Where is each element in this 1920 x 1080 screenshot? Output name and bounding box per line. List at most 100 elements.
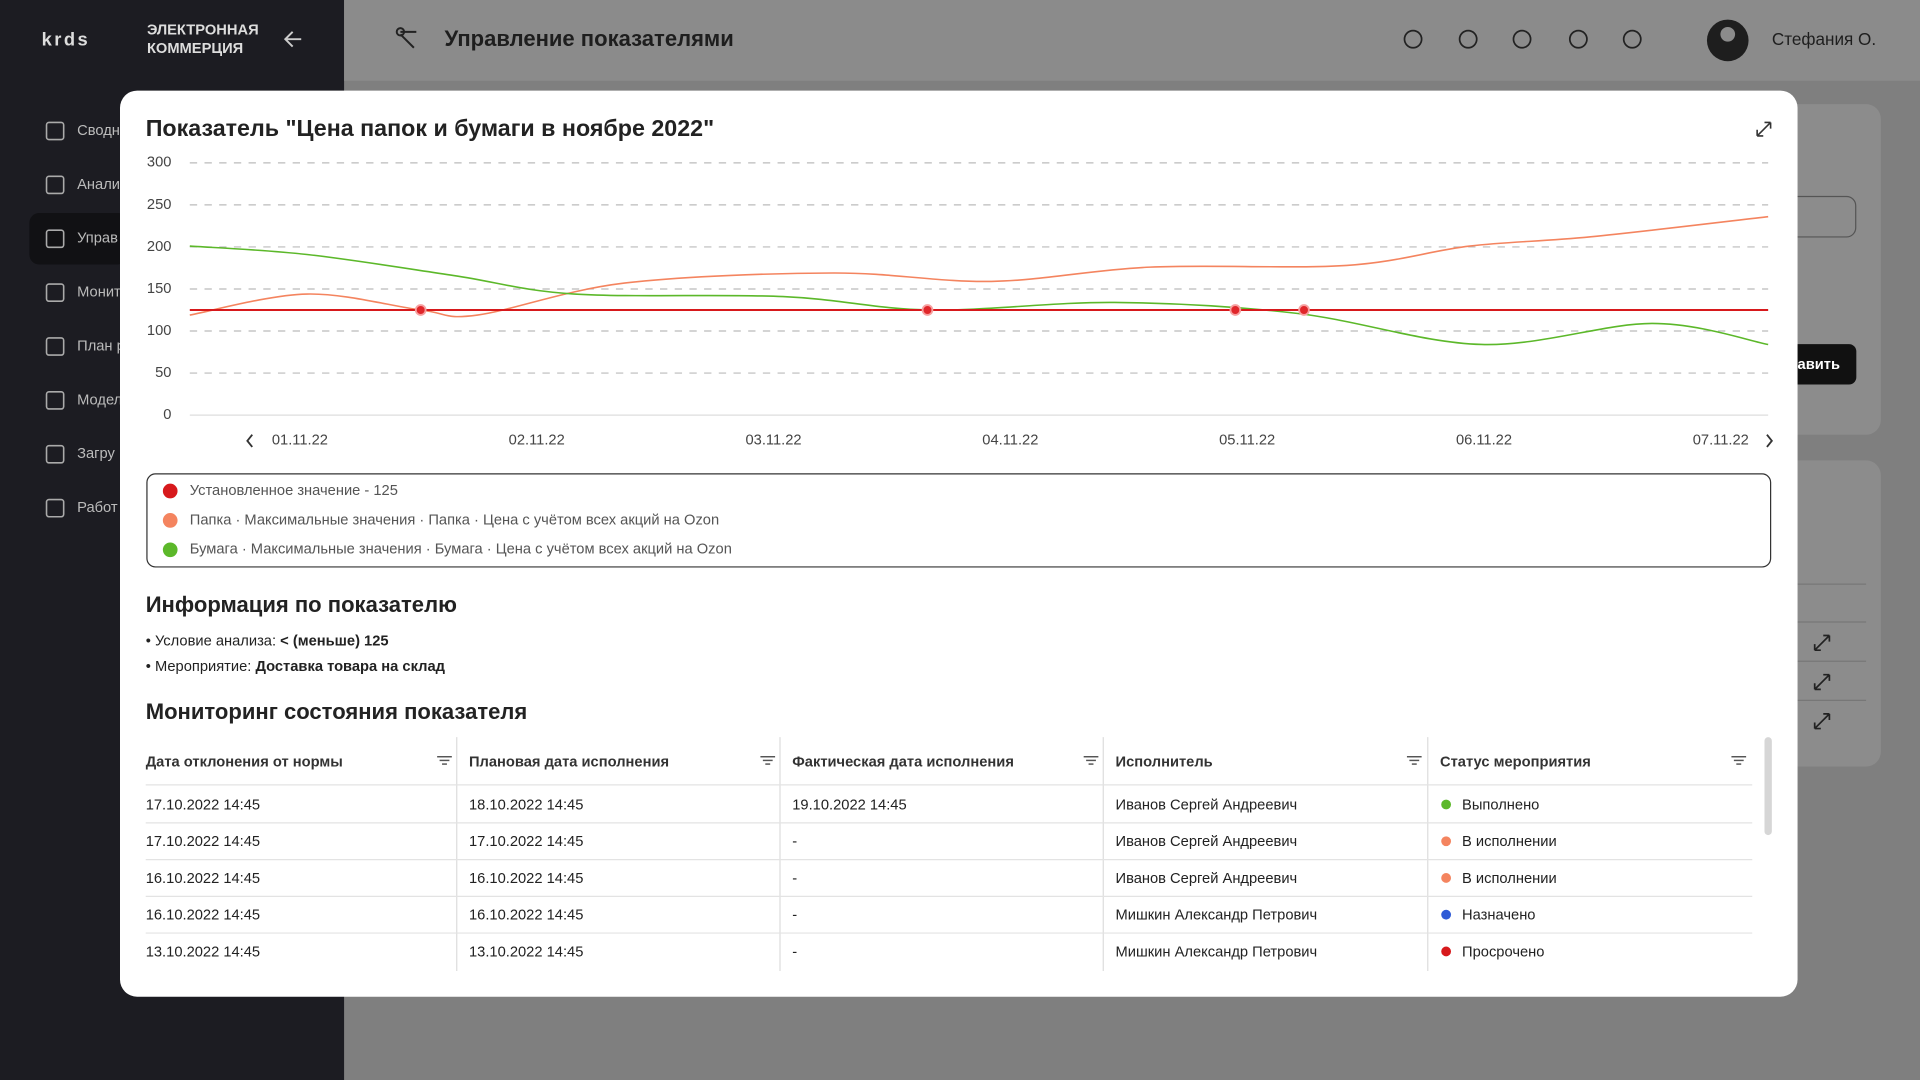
nav-icon[interactable] (45, 283, 65, 303)
y-tick-label: 300 (147, 155, 172, 171)
nav-icon[interactable] (45, 444, 65, 464)
nav-icon[interactable] (45, 229, 65, 249)
header-icon[interactable] (1568, 29, 1588, 49)
legend-label[interactable]: Папка · Максимальные значения · Папка · … (190, 512, 719, 528)
x-tick-label: 07.11.22 (1693, 433, 1749, 449)
column-header[interactable]: Дата отклонения от нормы (145, 753, 343, 771)
user-name[interactable]: Стефания О. (1772, 29, 1876, 49)
nav-icon[interactable] (45, 498, 65, 518)
nav-icon[interactable] (45, 175, 65, 195)
collapse-button[interactable] (1756, 121, 1772, 137)
table-cell: - (792, 832, 798, 850)
modal: Показатель "Цена папок и бумаги в ноябре… (120, 90, 1798, 997)
page-icon (395, 27, 406, 37)
chart: Показатель "Цена папок и бумаги в ноябре… (146, 115, 1774, 568)
active-item-bg (29, 213, 128, 265)
header-icon[interactable] (1458, 29, 1478, 49)
scrollbar[interactable] (1764, 737, 1772, 836)
table-cell: - (792, 869, 798, 887)
back-arrow[interactable] (283, 31, 302, 48)
crossing-point (1298, 304, 1310, 316)
table-cell: 13.10.2022 14:45 (468, 942, 584, 960)
column-header[interactable]: Исполнитель (1115, 753, 1213, 771)
table-cell: Мишкин Александр Петрович (1115, 906, 1318, 924)
expand-icon[interactable] (1813, 634, 1831, 652)
section-title: Мониторинг состояния показателя (145, 699, 528, 724)
column-header[interactable]: Статус мероприятия (1440, 753, 1591, 771)
table-cell: - (792, 942, 798, 960)
chart-area: Показатель "Цена папок и бумаги в ноябре… (146, 115, 1774, 568)
table-cell: В исполнении (1462, 869, 1557, 887)
table-cell: 17.10.2022 14:45 (145, 832, 261, 850)
table-cell: Выполнено (1462, 795, 1540, 814)
logo-text: ЭЛЕКТРОННАЯ (147, 22, 259, 38)
crossing-point (414, 304, 427, 316)
table-cell: Просрочено (1462, 942, 1545, 960)
nav-item[interactable]: Монит (77, 285, 121, 301)
nav-item[interactable]: Управ (77, 231, 118, 247)
nav-item[interactable]: Модел (77, 392, 122, 408)
legend-dot (162, 542, 178, 558)
info-value: Доставка товара на склад (255, 657, 445, 675)
x-tick-label: 01.11.22 (272, 433, 328, 449)
table-cell: 17.10.2022 14:45 (145, 795, 261, 814)
x-tick-label: 02.11.22 (509, 433, 565, 449)
nav-icon[interactable] (45, 121, 65, 141)
table-cell: 16.10.2022 14:45 (468, 869, 584, 887)
legend-label[interactable]: Установленное значение - 125 (190, 483, 398, 499)
x-tick-label: 04.11.22 (982, 433, 1038, 449)
expand-icon[interactable] (1813, 713, 1831, 730)
status-dot (1441, 909, 1452, 920)
table-cell: 16.10.2022 14:45 (145, 906, 261, 924)
table-cell: 18.10.2022 14:45 (468, 795, 584, 814)
status-dot (1441, 873, 1452, 883)
header-icon[interactable] (1512, 29, 1532, 49)
status-dot (1441, 836, 1452, 847)
y-tick-label: 200 (147, 239, 172, 255)
table-cell: 16.10.2022 14:45 (145, 869, 261, 887)
table-cell: Иванов Сергей Андреевич (1115, 832, 1298, 850)
nav-item[interactable]: Загру (77, 446, 115, 462)
chart-next[interactable] (1766, 434, 1774, 448)
info-item: • Мероприятие: Доставка товара на склад (145, 657, 445, 675)
info-label: Условие анализа: (154, 631, 277, 649)
info-item: • Условие анализа: < (меньше) 125 (145, 631, 389, 649)
nav-item[interactable]: Анали (77, 177, 120, 193)
nav-item[interactable]: Сводн (77, 123, 120, 139)
nav-icon[interactable] (45, 391, 65, 410)
table-cell: 13.10.2022 14:45 (145, 942, 261, 960)
expand-icon[interactable] (1813, 673, 1831, 691)
legend-dot (162, 513, 178, 528)
section-title: Информация по показателю (145, 592, 457, 618)
header-icon[interactable] (1403, 29, 1423, 49)
table-cell: 19.10.2022 14:45 (792, 795, 907, 814)
chart-prev[interactable] (246, 434, 253, 448)
x-tick-label: 05.11.22 (1219, 433, 1275, 449)
info-label: Мероприятие: (154, 657, 252, 675)
chart-title: Показатель "Цена папок и бумаги в ноябре… (146, 115, 714, 141)
nav-item[interactable]: План р (77, 338, 125, 354)
x-tick-label: 06.11.22 (1456, 433, 1512, 449)
y-tick-label: 50 (155, 365, 171, 381)
table-cell: - (792, 906, 798, 924)
nav-item[interactable]: Работ (77, 500, 118, 516)
status-dot (1441, 946, 1452, 957)
header-bar (344, 0, 1920, 81)
logo-text: КОММЕРЦИЯ (147, 41, 243, 57)
y-tick-label: 100 (147, 323, 172, 339)
column-header[interactable]: Фактическая дата исполнения (792, 753, 1014, 771)
column-header[interactable]: Плановая дата исполнения (468, 753, 670, 771)
nav-icon[interactable] (45, 337, 65, 356)
header-title: Управление показателями (444, 26, 733, 51)
background-button-text[interactable]: авить (1798, 357, 1840, 373)
y-tick-label: 150 (147, 281, 172, 297)
table-cell: 16.10.2022 14:45 (468, 906, 584, 924)
table-cell: 17.10.2022 14:45 (468, 832, 584, 850)
table-cell: В исполнении (1462, 832, 1557, 850)
legend-box (146, 473, 1772, 568)
header-icon[interactable] (1622, 29, 1642, 49)
legend-label[interactable]: Бумага · Максимальные значения · Бумага … (190, 542, 732, 558)
